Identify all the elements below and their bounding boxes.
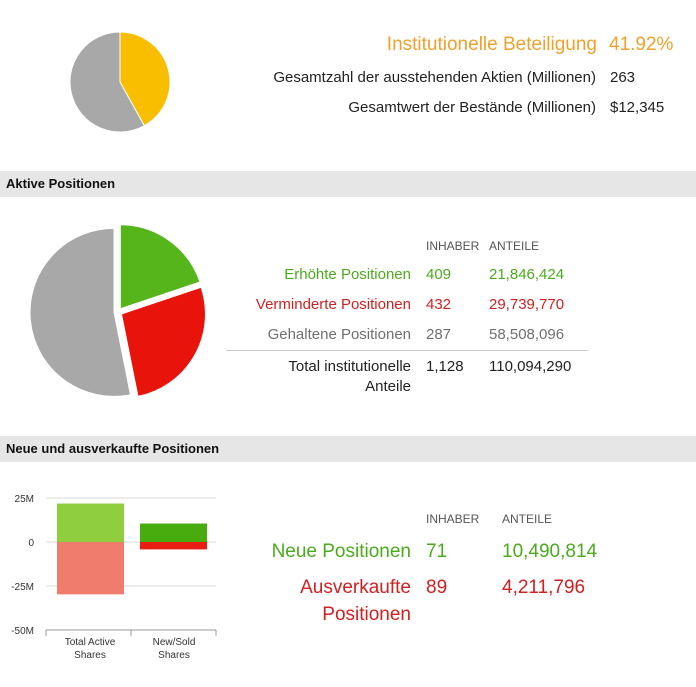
new-positions-label: Neue Positionen xyxy=(271,541,411,562)
active-positions-pie-chart xyxy=(29,224,206,397)
total-shares-value: 110,094,290 xyxy=(489,358,572,375)
bar-y-tick-label: -50M xyxy=(11,626,34,637)
newsold-col-holders: INHABER xyxy=(426,512,480,526)
new-sold-bars-group: 25M 0 -25M -50M Total Active Shares New/Sold Sh… xyxy=(11,494,217,661)
pie-slice-decreased xyxy=(120,286,206,397)
total-holders-value: 1,128 xyxy=(426,358,464,375)
active-positions-header: Aktive Positionen xyxy=(0,171,696,197)
sold-positions-holders: 89 xyxy=(426,577,448,598)
bar-y-tick-label: -25M xyxy=(11,582,34,593)
sold-positions-shares: 4,211,796 xyxy=(502,577,586,598)
pie-slice-increased xyxy=(119,224,201,310)
held-positions-label: Gehaltene Positionen xyxy=(267,326,411,343)
bar-positive-new-sold xyxy=(140,523,207,542)
new-positions-shares: 10,490,814 xyxy=(502,541,598,562)
total-divider xyxy=(226,350,588,351)
bar-y-tick-label: 25M xyxy=(15,494,34,505)
outstanding-shares-value: 263 xyxy=(610,69,636,86)
new-positions-holders: 71 xyxy=(426,541,448,562)
decreased-positions-label: Verminderte Positionen xyxy=(255,296,411,313)
active-col-holders: INHABER xyxy=(426,239,480,253)
total-shares-label-line2: Anteile xyxy=(365,378,411,395)
pie-slice-held xyxy=(29,227,132,397)
institutional-ownership-label: Institutionelle Beteiligung xyxy=(386,34,597,55)
bar-x-category-label: Total Active xyxy=(65,637,116,648)
new-sold-positions-header: Neue und ausverkaufte Positionen xyxy=(0,436,696,462)
bar-negative-total-active xyxy=(57,542,124,595)
increased-positions-shares: 21,846,424 xyxy=(489,266,565,283)
sold-positions-label-line1: Ausverkaufte xyxy=(300,577,411,598)
newsold-col-shares: ANTEILE xyxy=(502,512,553,526)
outstanding-shares-label: Gesamtzahl der ausstehenden Aktien (Mill… xyxy=(273,69,596,86)
active-positions-pie-group xyxy=(29,224,206,397)
held-positions-holders: 287 xyxy=(426,326,452,343)
bar-x-category-label: Shares xyxy=(74,650,106,661)
decreased-positions-holders: 432 xyxy=(426,296,452,313)
held-positions-shares: 58,508,096 xyxy=(489,326,565,343)
pie-slice-other xyxy=(69,31,145,133)
bar-x-category-label: Shares xyxy=(158,650,190,661)
new-sold-bar-chart: 25M 0 -25M -50M Total Active Shares New/Sold Sh… xyxy=(11,494,217,661)
holdings-value-label: Gesamtwert der Bestände (Millionen) xyxy=(348,99,596,116)
increased-positions-holders: 409 xyxy=(426,266,452,283)
bar-y-tick-label: 0 xyxy=(28,538,34,549)
active-col-shares: ANTEILE xyxy=(489,239,540,253)
total-shares-label-line1: Total institutionelle xyxy=(288,358,411,375)
bar-positive-total-active xyxy=(57,503,124,542)
bar-negative-new-sold xyxy=(140,542,207,550)
pie-slice-institutional xyxy=(119,31,171,127)
sold-positions-label-line2: Positionen xyxy=(322,604,411,625)
decreased-positions-shares: 29,739,770 xyxy=(489,296,565,313)
holdings-value-value: $12,345 xyxy=(610,99,665,116)
increased-positions-label: Erhöhte Positionen xyxy=(284,266,411,283)
bar-x-category-label: New/Sold xyxy=(153,637,196,648)
institutional-pie-chart xyxy=(69,31,171,133)
institutional-pie-group xyxy=(69,31,171,133)
institutional-ownership-value: 41.92% xyxy=(609,34,674,55)
